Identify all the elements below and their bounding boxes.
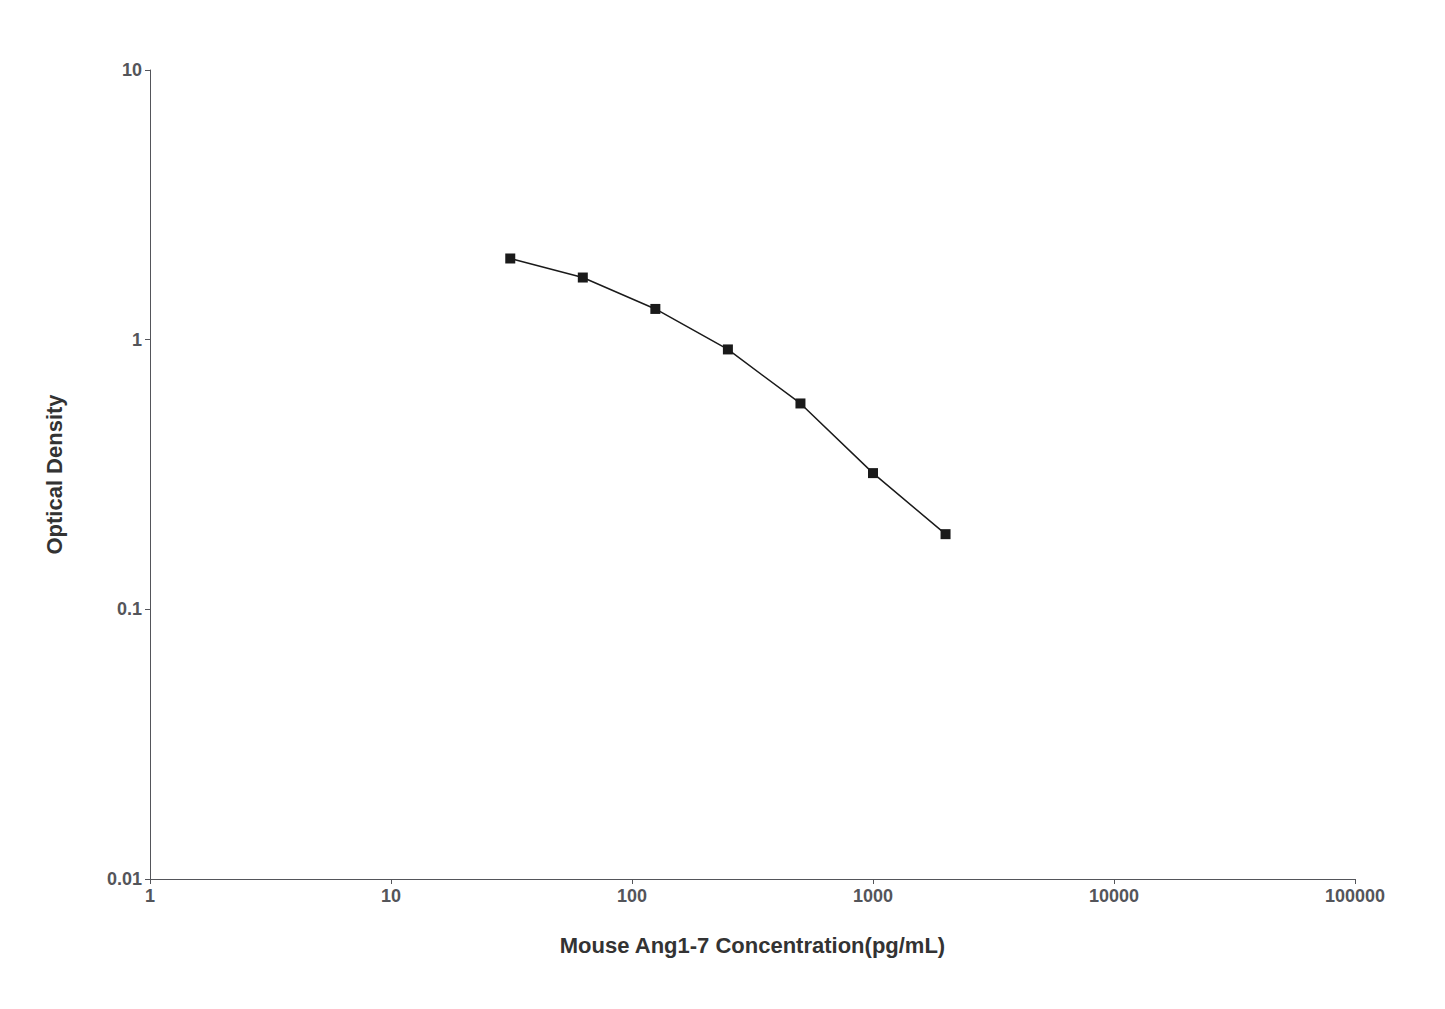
svg-text:10: 10 xyxy=(381,886,401,906)
svg-text:100: 100 xyxy=(617,886,647,906)
svg-text:Mouse Ang1-7 Concentration(pg/: Mouse Ang1-7 Concentration(pg/mL) xyxy=(560,933,945,958)
svg-text:10000: 10000 xyxy=(1089,886,1139,906)
svg-text:1000: 1000 xyxy=(853,886,893,906)
svg-text:1: 1 xyxy=(145,886,155,906)
svg-text:10: 10 xyxy=(122,60,142,80)
svg-text:100000: 100000 xyxy=(1325,886,1385,906)
svg-text:0.1: 0.1 xyxy=(117,599,142,619)
svg-text:1: 1 xyxy=(132,330,142,350)
svg-text:Optical Density: Optical Density xyxy=(42,394,67,555)
svg-text:0.01: 0.01 xyxy=(107,869,142,889)
